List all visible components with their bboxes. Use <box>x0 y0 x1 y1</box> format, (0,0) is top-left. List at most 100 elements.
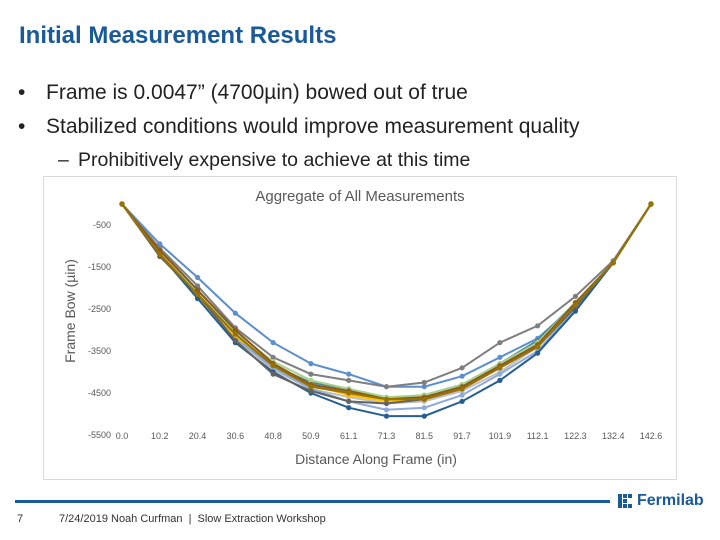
data-point <box>270 340 276 346</box>
data-point <box>383 407 390 413</box>
sub-bullet-marker: – <box>58 149 69 171</box>
footer-author: Noah Curfman <box>111 513 183 525</box>
data-point <box>497 340 503 346</box>
data-point <box>346 398 352 404</box>
data-point <box>194 283 201 289</box>
x-tick-label: 50.9 <box>302 431 320 441</box>
data-point <box>648 201 654 207</box>
data-point <box>270 371 276 377</box>
line-chart: Aggregate of All Measurements Distance A… <box>62 188 663 467</box>
chart-title: Aggregate of All Measurements <box>255 188 464 205</box>
x-tick-label: 71.3 <box>378 431 396 441</box>
page-number: 7 <box>17 513 24 525</box>
data-point <box>194 274 201 281</box>
y-tick-label: -1500 <box>88 262 111 272</box>
series-group <box>119 201 654 419</box>
x-tick-label: 122.3 <box>564 431 587 441</box>
data-point <box>572 293 579 299</box>
data-point <box>194 291 201 297</box>
data-point <box>459 398 465 404</box>
data-point <box>497 371 503 377</box>
y-tick-label: -2500 <box>88 304 111 314</box>
fermilab-logo-text: Fermilab <box>637 492 704 509</box>
x-tick-label: 91.7 <box>453 431 471 441</box>
data-point <box>383 396 390 402</box>
footer-separator: | <box>188 513 192 525</box>
sub-bullet-text: Prohibitively expensive to achieve at th… <box>78 149 471 171</box>
data-point <box>535 323 541 329</box>
data-point <box>232 310 238 316</box>
bullet-item: • Stabilized conditions would improve mea… <box>18 114 708 148</box>
data-point <box>459 392 465 398</box>
data-point <box>308 377 314 383</box>
data-point <box>270 354 276 360</box>
x-tick-label: 40.8 <box>264 431 282 441</box>
y-tick-label: -3500 <box>88 346 111 356</box>
data-point <box>346 371 352 377</box>
data-point <box>346 377 352 383</box>
data-point <box>157 251 163 257</box>
series-12 <box>119 201 654 402</box>
data-point <box>308 388 314 394</box>
y-tick-label: -500 <box>93 220 111 230</box>
x-tick-label: 81.5 <box>416 431 434 441</box>
bullet-marker: • <box>18 115 26 138</box>
x-tick-label: 20.4 <box>189 431 207 441</box>
footer-date: 7/24/2019 <box>59 513 108 525</box>
x-tick-label: 61.1 <box>340 431 358 441</box>
footer-divider <box>15 500 610 503</box>
data-point <box>308 361 314 367</box>
data-point <box>610 260 616 266</box>
data-point <box>497 354 503 360</box>
bullet-text: Stabilized conditions would improve meas… <box>46 115 580 138</box>
bullet-list: • Frame is 0.0047” (4700µin) bowed out of… <box>18 80 708 172</box>
data-point <box>459 373 465 379</box>
data-point <box>497 365 503 371</box>
y-tick-label: -5500 <box>88 430 111 440</box>
data-point <box>421 384 427 390</box>
y-axis-label: Frame Bow (µin) <box>62 259 78 363</box>
x-tick-label: 0.0 <box>116 431 129 441</box>
x-tick-label: 142.6 <box>640 431 663 441</box>
x-tick-label: 101.9 <box>489 431 512 441</box>
data-point <box>232 331 238 337</box>
fermilab-logo-icon <box>618 494 632 508</box>
data-point <box>535 350 541 356</box>
bullet-item: • Frame is 0.0047” (4700µin) bowed out of… <box>18 80 708 114</box>
data-point <box>346 405 352 411</box>
slide-title: Initial Measurement Results <box>19 22 337 49</box>
chart-container: Aggregate of All Measurements Distance A… <box>43 176 677 480</box>
data-point <box>459 365 465 371</box>
data-point <box>572 308 579 314</box>
data-point <box>119 201 125 207</box>
y-tick-label: -4500 <box>88 388 111 398</box>
data-point <box>497 377 503 383</box>
bullet-marker: • <box>18 81 26 104</box>
data-point <box>308 371 314 377</box>
data-point <box>383 413 390 419</box>
x-axis-ticks: 0.0 10.2 20.4 30.6 40.8 50.9 61.1 71.3 81.5 91.7 1… <box>116 431 663 441</box>
data-point <box>383 400 390 407</box>
data-point <box>421 396 427 402</box>
x-tick-label: 30.6 <box>227 431 245 441</box>
data-point <box>421 379 427 386</box>
x-axis-label: Distance Along Frame (in) <box>295 451 457 467</box>
x-tick-label: 132.4 <box>602 431 625 441</box>
fermilab-logo: Fermilab <box>616 491 704 511</box>
y-axis-ticks: -500 -1500 -2500 -3500 -4500 -5500 <box>88 220 111 440</box>
sub-bullet-item: – Prohibitively expensive to achieve at t… <box>58 148 708 172</box>
data-point <box>572 302 579 308</box>
data-point <box>346 390 352 396</box>
data-point <box>383 384 390 390</box>
data-point <box>270 363 276 369</box>
series-10 <box>119 201 654 419</box>
data-point <box>421 405 427 411</box>
data-point <box>421 413 427 419</box>
footer-event: Slow Extraction Workshop <box>197 513 326 525</box>
footer-text: 7/24/2019 Noah Curfman | Slow Extraction… <box>59 513 326 525</box>
x-tick-label: 112.1 <box>527 431 549 441</box>
data-point <box>308 384 314 390</box>
data-point <box>194 287 201 293</box>
data-point <box>232 337 238 344</box>
bullet-text: Frame is 0.0047” (4700µin) bowed out of … <box>46 81 468 104</box>
